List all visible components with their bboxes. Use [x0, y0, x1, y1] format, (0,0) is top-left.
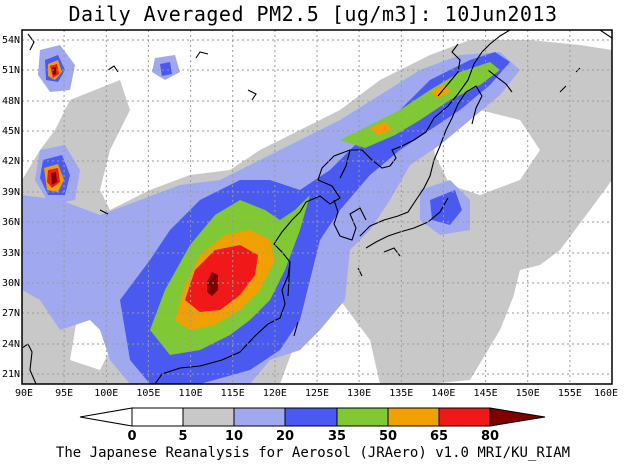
colorbar	[79, 407, 546, 427]
lon-axis: 90E 95E 100E 105E 110E 115E 120E 125E 13…	[15, 388, 618, 399]
colorbar-tick: 20	[276, 429, 294, 444]
colorbar-seg-5	[336, 407, 389, 427]
lat-tick: 36N	[2, 217, 20, 228]
lon-tick: 145E	[474, 388, 498, 399]
lon-tick: 135E	[389, 388, 413, 399]
lat-tick: 39N	[2, 187, 20, 198]
colorbar-seg-6	[387, 407, 440, 427]
map-title: Daily Averaged PM2.5 [ug/m3]: 10Jun2013	[68, 2, 558, 26]
lat-tick: 30N	[2, 278, 20, 289]
lat-tick: 27N	[2, 308, 20, 319]
lat-tick: 21N	[2, 369, 20, 380]
colorbar-tick: 10	[225, 429, 243, 444]
graticule	[22, 30, 612, 384]
colorbar-tick: 5	[178, 429, 187, 444]
lat-tick: 24N	[2, 339, 20, 350]
lon-tick: 100E	[94, 388, 118, 399]
colorbar-tick: 80	[481, 429, 499, 444]
field-red	[185, 245, 258, 312]
colorbar-seg-7	[438, 407, 491, 427]
colorbar-tick: 35	[328, 429, 346, 444]
credit-line: The Japanese Reanalysis for Aerosol (JRA…	[55, 445, 571, 461]
colorbar-seg-4	[284, 407, 338, 427]
lon-tick: 115E	[221, 388, 245, 399]
colorbar-seg-3	[233, 407, 286, 427]
lon-tick: 120E	[263, 388, 287, 399]
lat-tick: 45N	[2, 126, 20, 137]
colorbar-seg-8	[489, 407, 546, 427]
lon-tick: 150E	[516, 388, 540, 399]
lat-tick: 54N	[2, 35, 20, 46]
lon-tick: 130E	[347, 388, 371, 399]
lat-tick: 51N	[2, 65, 20, 76]
lon-tick: 155E	[558, 388, 582, 399]
lon-tick: 110E	[179, 388, 203, 399]
lat-tick: 42N	[2, 156, 20, 167]
colorbar-seg-1	[131, 407, 184, 427]
colorbar-tick: 65	[430, 429, 448, 444]
lon-tick: 140E	[431, 388, 455, 399]
colorbar-seg-2	[182, 407, 235, 427]
colorbar-labels: 0 5 10 20 35 50 65 80	[127, 429, 499, 444]
lat-tick: 33N	[2, 248, 20, 259]
colorbar-tick: 0	[127, 429, 136, 444]
lat-axis: 21N 24N 27N 30N 33N 36N 39N 42N 45N 48N …	[2, 35, 20, 380]
lon-tick: 125E	[305, 388, 329, 399]
lon-tick: 160E	[594, 388, 618, 399]
map-frame	[21, 29, 613, 385]
lon-tick: 105E	[136, 388, 160, 399]
colorbar-seg-0	[79, 407, 133, 427]
lon-tick: 95E	[55, 388, 73, 399]
lat-tick: 48N	[2, 96, 20, 107]
colorbar-tick: 50	[379, 429, 397, 444]
field-max	[207, 272, 218, 296]
lon-tick: 90E	[15, 388, 33, 399]
